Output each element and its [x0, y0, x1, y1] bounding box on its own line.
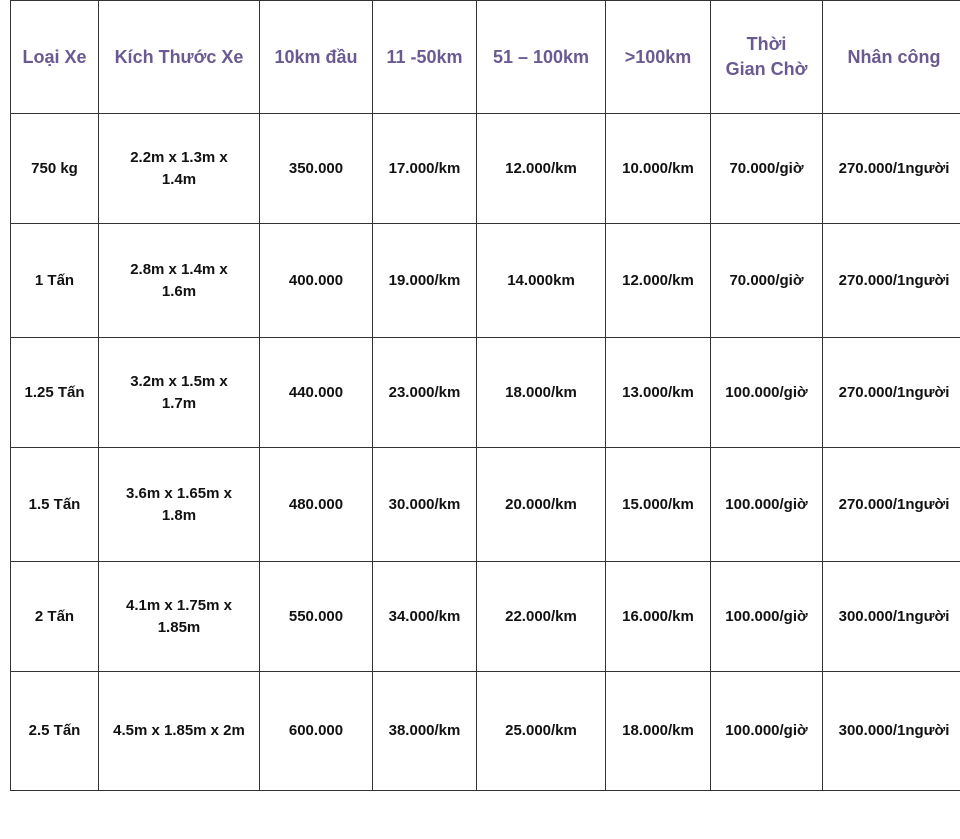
column-header: >100km — [605, 0, 711, 114]
table-cell: 440.000 — [259, 337, 373, 448]
table-cell: 2.8m x 1.4m x 1.6m — [98, 223, 260, 338]
table-cell: 18.000/km — [605, 671, 711, 791]
table-cell: 3.6m x 1.65m x 1.8m — [98, 447, 260, 562]
table-cell: 2.5 Tấn — [10, 671, 99, 791]
table-cell: 12.000/km — [476, 113, 606, 224]
table-cell: 270.000/1người — [822, 447, 960, 562]
table-row: 750 kg 2.2m x 1.3m x 1.4m 350.000 17.000/km… — [10, 113, 960, 224]
column-header: Loại Xe — [10, 0, 99, 114]
table-cell: 4.5m x 1.85m x 2m — [98, 671, 260, 791]
table-cell: 10.000/km — [605, 113, 711, 224]
table-cell: 750 kg — [10, 113, 99, 224]
table-cell: 480.000 — [259, 447, 373, 562]
table-cell: 600.000 — [259, 671, 373, 791]
table-cell: 34.000/km — [372, 561, 477, 672]
column-header: Nhân công — [822, 0, 960, 114]
table-cell: 100.000/giờ — [710, 561, 823, 672]
column-header: 10km đầu — [259, 0, 373, 114]
price-table: Loại Xe Kích Thước Xe 10km đầu 11 -50km 51 –… — [10, 0, 960, 791]
table-cell: 14.000km — [476, 223, 606, 338]
table-cell: 25.000/km — [476, 671, 606, 791]
table-cell: 1.5 Tấn — [10, 447, 99, 562]
table-cell: 100.000/giờ — [710, 671, 823, 791]
table-cell: 350.000 — [259, 113, 373, 224]
table-cell: 16.000/km — [605, 561, 711, 672]
column-header: Kích Thước Xe — [98, 0, 260, 114]
table-cell: 100.000/giờ — [710, 337, 823, 448]
table-cell: 20.000/km — [476, 447, 606, 562]
table-cell: 100.000/giờ — [710, 447, 823, 562]
table-cell: 70.000/giờ — [710, 113, 823, 224]
table-cell: 3.2m x 1.5m x 1.7m — [98, 337, 260, 448]
table-cell: 38.000/km — [372, 671, 477, 791]
table-row: 2.5 Tấn 4.5m x 1.85m x 2m 600.000 38.000/km… — [10, 671, 960, 791]
table-cell: 15.000/km — [605, 447, 711, 562]
table-cell: 2.2m x 1.3m x 1.4m — [98, 113, 260, 224]
table-cell: 17.000/km — [372, 113, 477, 224]
table-cell: 300.000/1người — [822, 671, 960, 791]
table-row: 1.25 Tấn 3.2m x 1.5m x 1.7m 440.000 23.000/… — [10, 337, 960, 448]
table-cell: 550.000 — [259, 561, 373, 672]
table-row: 1 Tấn 2.8m x 1.4m x 1.6m 400.000 19.000/km 1… — [10, 223, 960, 338]
table-cell: 1.25 Tấn — [10, 337, 99, 448]
table-cell: 23.000/km — [372, 337, 477, 448]
table-cell: 2 Tấn — [10, 561, 99, 672]
table-cell: 400.000 — [259, 223, 373, 338]
header-row: Loại Xe Kích Thước Xe 10km đầu 11 -50km 51 –… — [10, 0, 960, 114]
table-cell: 19.000/km — [372, 223, 477, 338]
table-cell: 70.000/giờ — [710, 223, 823, 338]
column-header: 51 – 100km — [476, 0, 606, 114]
column-header: 11 -50km — [372, 0, 477, 114]
table-cell: 4.1m x 1.75m x 1.85m — [98, 561, 260, 672]
column-header: Thời Gian Chờ — [710, 0, 823, 114]
table-cell: 30.000/km — [372, 447, 477, 562]
table-row: 1.5 Tấn 3.6m x 1.65m x 1.8m 480.000 30.000/… — [10, 447, 960, 562]
table-cell: 1 Tấn — [10, 223, 99, 338]
table-row: 2 Tấn 4.1m x 1.75m x 1.85m 550.000 34.000/k… — [10, 561, 960, 672]
table-cell: 270.000/1người — [822, 113, 960, 224]
table-cell: 18.000/km — [476, 337, 606, 448]
table-cell: 300.000/1người — [822, 561, 960, 672]
table-cell: 270.000/1người — [822, 337, 960, 448]
table-cell: 13.000/km — [605, 337, 711, 448]
table-cell: 12.000/km — [605, 223, 711, 338]
table-cell: 22.000/km — [476, 561, 606, 672]
table-cell: 270.000/1người — [822, 223, 960, 338]
